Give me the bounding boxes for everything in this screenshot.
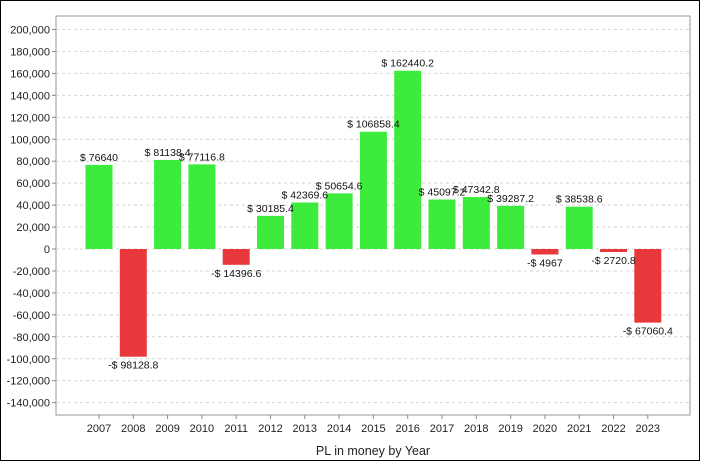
bar-2016 <box>394 70 422 249</box>
data-labels: $ 76640 -$ 98128.8 $ 81138.4$ 77116.8 -$ 14… <box>80 58 673 372</box>
data-label-2017: $ 45097.2 <box>419 187 466 199</box>
y-tick-label: -100,000 <box>7 354 50 366</box>
y-tick-label: 40,000 <box>16 200 50 212</box>
bar-2023 <box>634 249 662 323</box>
y-tick-label: -20,000 <box>13 266 50 278</box>
bar-2011 <box>222 249 250 265</box>
y-tick-label: 60,000 <box>16 178 50 190</box>
bar-2020 <box>531 249 559 255</box>
y-tick-label: 180,000 <box>10 46 50 58</box>
y-tick-label: 100,000 <box>10 134 50 146</box>
bar-2008 <box>119 249 147 357</box>
bar-2018 <box>462 197 490 249</box>
bars <box>85 70 662 357</box>
y-tick-label: 160,000 <box>10 68 50 80</box>
data-label-2014: $ 50654.6 <box>316 180 363 192</box>
x-tick-label-2014: 2014 <box>327 423 351 435</box>
data-label-2012: $ 30185.4 <box>247 203 294 215</box>
y-axis-ticks: 200,000 180,000 160,000 140,000 120,000 100,0… <box>7 25 56 410</box>
y-tick-label: 0 <box>44 244 50 256</box>
x-axis-ticks: 2007 2008 2009 2010 2011 2012 2013 2014 2015 2016… <box>87 415 660 435</box>
data-label-2008: -$ 98128.8 <box>108 360 158 372</box>
x-tick-label-2012: 2012 <box>258 423 282 435</box>
data-label-2015: $ 106858.4 <box>347 119 400 131</box>
x-tick-label-2020: 2020 <box>533 423 557 435</box>
grid-lines <box>56 29 690 404</box>
y-tick-label: -60,000 <box>13 310 50 322</box>
bar-2017 <box>428 199 456 249</box>
x-tick-label-2011: 2011 <box>224 423 248 435</box>
data-label-2010: $ 77116.8 <box>179 151 225 163</box>
data-label-2019: $ 39287.2 <box>487 193 534 205</box>
x-tick-label-2021: 2021 <box>567 423 591 435</box>
data-label-2023: -$ 67060.4 <box>623 326 673 338</box>
y-tick-label: -80,000 <box>13 332 50 344</box>
data-label-2009: $ 81138.4 <box>145 147 191 159</box>
bar-2015 <box>359 131 387 249</box>
x-tick-label-2015: 2015 <box>361 423 385 435</box>
x-tick-label-2013: 2013 <box>293 423 317 435</box>
bar-2010 <box>188 164 216 249</box>
x-tick-label-2008: 2008 <box>121 423 145 435</box>
y-tick-label: 140,000 <box>10 90 50 102</box>
bar-2009 <box>154 159 182 249</box>
x-tick-label-2023: 2023 <box>636 423 660 435</box>
y-tick-label: -120,000 <box>7 376 50 388</box>
x-tick-label-2019: 2019 <box>498 423 522 435</box>
data-label-2013: $ 42369.6 <box>281 189 328 201</box>
y-tick-label: 20,000 <box>16 222 50 234</box>
bar-2021 <box>565 206 593 249</box>
y-tick-label: -140,000 <box>7 398 50 410</box>
data-label-2016: $ 162440.2 <box>381 58 434 70</box>
x-tick-label-2010: 2010 <box>190 423 214 435</box>
bar-2013 <box>291 202 319 249</box>
x-tick-label-2007: 2007 <box>87 423 111 435</box>
bar-2014 <box>325 193 353 249</box>
x-tick-label-2009: 2009 <box>155 423 179 435</box>
x-axis-label: PL in money by Year <box>316 444 430 458</box>
x-tick-label-2018: 2018 <box>464 423 488 435</box>
bar-2022 <box>600 249 627 252</box>
data-label-2020: -$ 4967 <box>527 257 563 269</box>
x-tick-label-2017: 2017 <box>430 423 454 435</box>
y-tick-label: 80,000 <box>16 156 50 168</box>
data-label-2011: -$ 14396.6 <box>211 268 261 280</box>
y-tick-label: 200,000 <box>10 25 50 37</box>
data-label-2022: -$ 2720.8 <box>591 255 636 267</box>
bar-2012 <box>257 215 284 249</box>
x-tick-label-2022: 2022 <box>601 423 625 435</box>
data-label-2007: $ 76640 <box>80 152 118 164</box>
y-tick-label: 120,000 <box>10 112 50 124</box>
y-tick-label: -40,000 <box>13 288 50 300</box>
data-label-2021: $ 38538.6 <box>556 194 603 206</box>
x-tick-label-2016: 2016 <box>395 423 419 435</box>
bar-2007 <box>85 164 113 249</box>
data-label-2018: $ 47342.8 <box>453 184 500 196</box>
bar-2019 <box>497 205 525 249</box>
